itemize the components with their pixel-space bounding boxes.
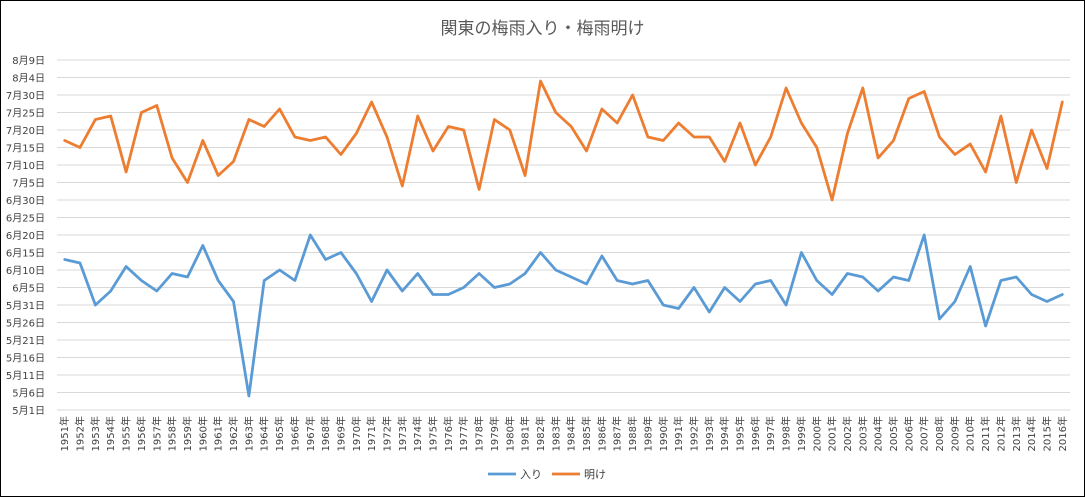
x-tick-label: 1955年	[120, 416, 133, 451]
x-tick-label: 1982年	[534, 416, 547, 451]
y-tick-label: 7月5日	[12, 178, 45, 190]
x-tick-label: 2000年	[810, 416, 823, 451]
series-line-iri	[63, 233, 1064, 398]
x-tick-label: 1974年	[411, 416, 424, 451]
x-tick-label: 1951年	[58, 416, 71, 451]
x-tick-label: 1954年	[104, 416, 117, 451]
x-tick-label: 1976年	[442, 416, 455, 451]
x-tick-label: 1970年	[350, 416, 363, 451]
x-tick-label: 1971年	[365, 416, 378, 451]
x-tick-label: 2004年	[872, 416, 885, 451]
x-tick-label: 1989年	[641, 416, 654, 451]
x-tick-label: 2005年	[887, 416, 900, 451]
x-tick-label: 2014年	[1025, 416, 1038, 451]
y-tick-label: 7月30日	[6, 90, 45, 102]
y-tick-label: 5月31日	[6, 300, 45, 312]
x-tick-label: 1962年	[227, 416, 240, 451]
x-tick-label: 1981年	[519, 416, 532, 451]
y-tick-label: 6月10日	[6, 265, 45, 277]
x-tick-label: 2008年	[933, 416, 946, 451]
x-tick-label: 2016年	[1056, 416, 1069, 451]
y-tick-label: 5月11日	[6, 370, 45, 382]
x-tick-label: 2012年	[994, 416, 1007, 451]
x-tick-label: 1963年	[242, 416, 255, 451]
x-tick-label: 1952年	[74, 416, 87, 451]
x-tick-label: 1999年	[795, 416, 808, 451]
x-tick-label: 1985年	[580, 416, 593, 451]
series-line-ake	[63, 79, 1064, 202]
x-tick-label: 1956年	[135, 416, 148, 451]
x-tick-label: 1992年	[687, 416, 700, 451]
y-tick-label: 5月1日	[12, 405, 45, 417]
x-tick-label: 1975年	[427, 416, 440, 451]
y-tick-label: 6月30日	[6, 195, 45, 207]
series-lines	[63, 79, 1064, 398]
x-tick-label: 1986年	[595, 416, 608, 451]
x-tick-label: 1973年	[396, 416, 409, 451]
y-tick-label: 5月16日	[6, 353, 45, 365]
y-tick-label: 8月9日	[12, 55, 45, 67]
x-tick-label: 1967年	[304, 416, 317, 451]
x-tick-label: 1966年	[288, 416, 301, 451]
x-tick-label: 2001年	[826, 416, 839, 451]
x-tick-label: 1980年	[503, 416, 516, 451]
x-tick-label: 1994年	[718, 416, 731, 451]
y-tick-label: 6月25日	[6, 213, 45, 225]
x-tick-label: 1953年	[89, 416, 102, 451]
x-tick-label: 1960年	[196, 416, 209, 451]
legend-label: 明け	[584, 468, 606, 481]
x-tick-label: 1961年	[212, 416, 225, 451]
x-tick-label: 1988年	[626, 416, 639, 451]
legend: 入り 明け	[488, 468, 606, 481]
x-tick-label: 2002年	[841, 416, 854, 451]
y-tick-label: 7月10日	[6, 160, 45, 172]
x-tick-label: 1959年	[181, 416, 194, 451]
x-tick-label: 1998年	[780, 416, 793, 451]
x-tick-label: 1972年	[380, 416, 393, 451]
x-tick-label: 1965年	[273, 416, 286, 451]
x-tick-label: 1964年	[258, 416, 271, 451]
y-tick-label: 6月20日	[6, 230, 45, 242]
y-tick-label: 7月20日	[6, 125, 45, 137]
x-tick-label: 1997年	[764, 416, 777, 451]
y-tick-label: 8月4日	[12, 73, 45, 85]
gridlines	[57, 59, 1070, 411]
x-tick-label: 1957年	[150, 416, 163, 451]
x-tick-label: 2009年	[948, 416, 961, 451]
x-tick-label: 1958年	[166, 416, 179, 451]
y-tick-label: 5月6日	[12, 388, 45, 400]
x-tick-label: 1987年	[611, 416, 624, 451]
x-axis-tick-labels: 1951年 1952年 1953年 1954年 1955年 1956年 1957年 1958年…	[58, 416, 1069, 451]
x-tick-label: 2011年	[979, 416, 992, 451]
x-tick-label: 1983年	[549, 416, 562, 451]
x-tick-label: 1968年	[319, 416, 332, 451]
chart-title: 関東の梅雨入り・梅雨明け	[440, 19, 645, 39]
x-tick-label: 2013年	[1010, 416, 1023, 451]
x-tick-label: 1984年	[565, 416, 578, 451]
y-tick-label: 7月15日	[6, 143, 45, 155]
x-tick-label: 1969年	[334, 416, 347, 451]
x-tick-label: 1995年	[734, 416, 747, 451]
y-tick-label: 6月5日	[12, 283, 45, 295]
x-tick-label: 1996年	[749, 416, 762, 451]
y-tick-label: 5月21日	[6, 335, 45, 347]
y-tick-label: 5月26日	[6, 318, 45, 330]
legend-label: 入り	[520, 468, 542, 481]
x-tick-label: 2003年	[856, 416, 869, 451]
x-tick-label: 1977年	[457, 416, 470, 451]
x-tick-label: 2010年	[964, 416, 977, 451]
x-tick-label: 1979年	[488, 416, 501, 451]
y-axis-tick-labels: 5月1日 5月6日 5月11日 5月16日 5月21日 5月26日 5月31日 6月5日 6月1…	[6, 55, 45, 417]
x-tick-label: 2015年	[1040, 416, 1053, 451]
y-tick-label: 6月15日	[6, 248, 45, 260]
x-tick-label: 1990年	[657, 416, 670, 451]
x-tick-label: 2007年	[918, 416, 931, 451]
y-tick-label: 7月25日	[6, 108, 45, 120]
x-tick-label: 1978年	[473, 416, 486, 451]
x-tick-label: 1993年	[703, 416, 716, 451]
x-tick-label: 1991年	[672, 416, 685, 451]
x-tick-label: 2006年	[902, 416, 915, 451]
